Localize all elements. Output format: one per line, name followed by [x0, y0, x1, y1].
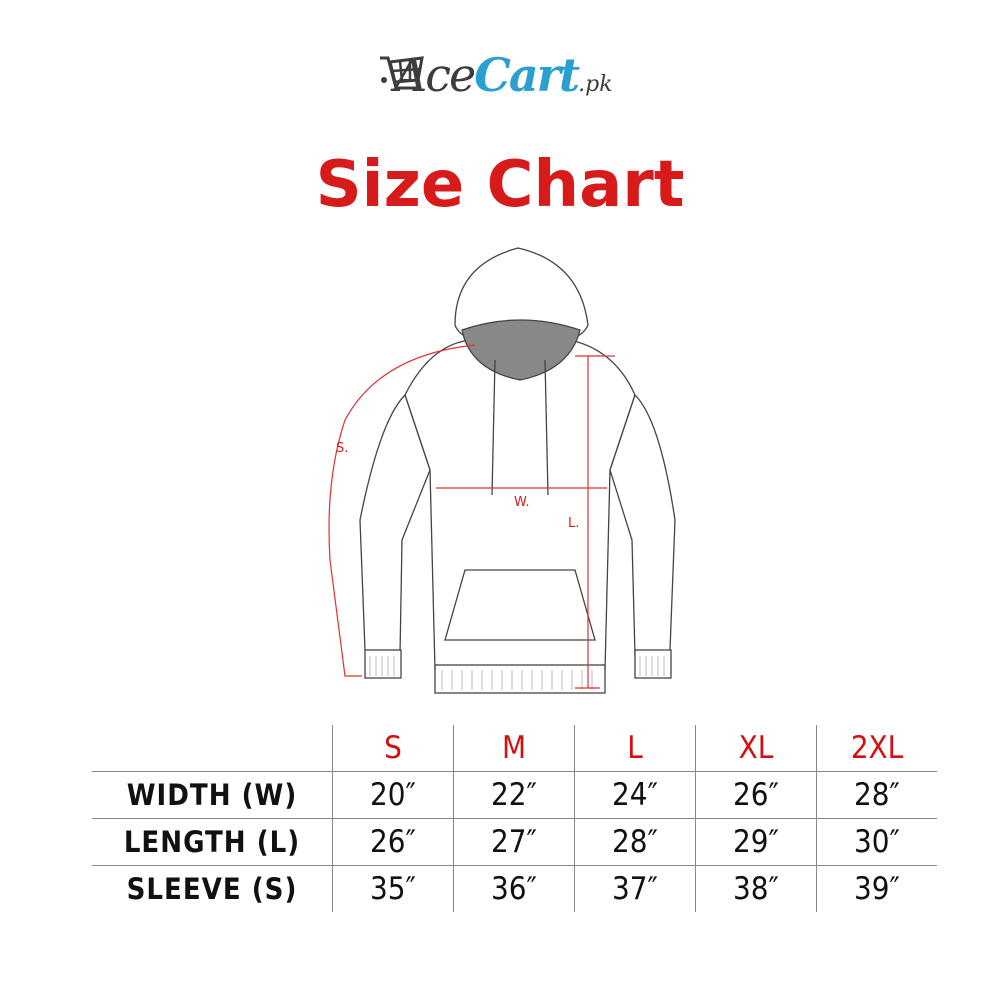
- row-label: WIDTH (W): [92, 771, 333, 819]
- table-cell: 26″: [332, 818, 454, 866]
- size-header: XL: [695, 725, 817, 772]
- table-cell: 35″: [332, 865, 454, 912]
- hoodie-diagram: S. W. L.: [328, 247, 676, 694]
- table-cell: 29″: [695, 818, 817, 866]
- table-row: SLEEVE (S) 35″ 36″ 37″ 38″ 39″: [92, 865, 937, 912]
- table-cell: 27″: [453, 818, 575, 866]
- table-cell: 20″: [332, 771, 454, 819]
- row-label: SLEEVE (S): [92, 865, 333, 912]
- table-cell: 26″: [695, 771, 817, 819]
- table-cell: 37″: [574, 865, 696, 912]
- size-header: 2XL: [816, 725, 937, 772]
- sleeve-label: S.: [336, 441, 348, 456]
- table-row: WIDTH (W) 20″ 22″ 24″ 26″ 28″: [92, 771, 937, 819]
- table-cell: 28″: [574, 818, 696, 866]
- page-title: Size Chart: [315, 148, 685, 222]
- table-cell: 36″: [453, 865, 575, 912]
- table-cell: 28″: [816, 771, 937, 819]
- size-header-row: S M L XL 2XL: [92, 725, 937, 772]
- table-cell: 24″: [574, 771, 696, 819]
- table-cell: 38″: [695, 865, 817, 912]
- header-blank-cell: [92, 725, 333, 772]
- logo-text-suffix: .pk: [578, 72, 613, 97]
- acecart-logo: AceCart.pk: [378, 44, 658, 120]
- shopping-cart-icon: [380, 56, 424, 90]
- table-row: LENGTH (L) 26″ 27″ 28″ 29″ 30″: [92, 818, 937, 866]
- table-cell: 30″: [816, 818, 937, 866]
- size-header: M: [453, 725, 575, 772]
- table-cell: 39″: [816, 865, 937, 912]
- size-table: S M L XL 2XL WIDTH (W) 20″ 22″ 24″ 26″ 2…: [92, 725, 937, 912]
- logo-text-ace: Ace: [394, 48, 476, 102]
- size-header: S: [332, 725, 454, 772]
- row-label: LENGTH (L): [92, 818, 333, 866]
- length-label: L.: [568, 516, 579, 531]
- size-header: L: [574, 725, 696, 772]
- table-cell: 22″: [453, 771, 575, 819]
- logo-text-cart: Cart: [474, 48, 580, 102]
- width-label: W.: [514, 495, 530, 510]
